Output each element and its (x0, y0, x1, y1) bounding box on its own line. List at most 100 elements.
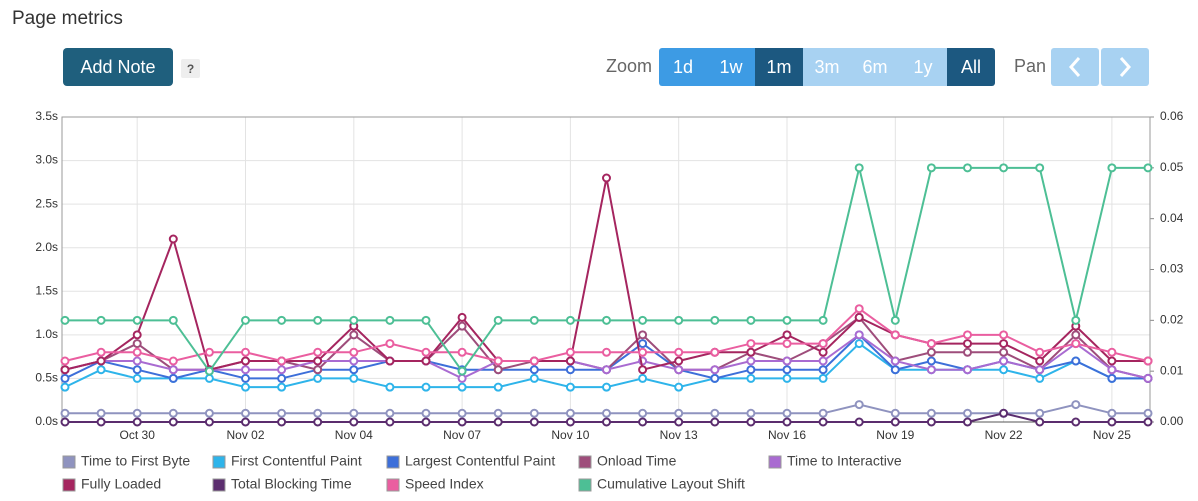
point (674, 408, 684, 418)
point (890, 356, 900, 366)
point (60, 417, 70, 427)
point (818, 365, 828, 375)
point (529, 315, 539, 325)
point (710, 315, 720, 325)
point (710, 373, 720, 383)
point (602, 417, 611, 427)
point (638, 347, 648, 357)
point (999, 408, 1009, 418)
legend-label: First Contentful Paint (231, 453, 362, 469)
point (132, 330, 142, 340)
series-line (64, 316, 1149, 380)
point (168, 373, 178, 383)
point (385, 356, 395, 366)
point (746, 408, 756, 418)
point (782, 373, 792, 383)
point (349, 408, 359, 418)
y-tick-label: 3.0s (35, 153, 58, 167)
point (1107, 365, 1117, 375)
plot-frame (61, 116, 1151, 423)
legend-label: Largest Contentful Paint (405, 453, 555, 469)
point (1107, 356, 1117, 366)
point (1035, 347, 1045, 357)
point (457, 382, 467, 392)
point (746, 339, 756, 349)
point (529, 365, 539, 375)
help-button[interactable]: ? (181, 59, 200, 78)
series-line (64, 342, 1148, 389)
point (313, 347, 323, 357)
point (168, 365, 178, 375)
point (674, 382, 684, 392)
point (385, 339, 395, 349)
point (168, 234, 178, 244)
zoom-button[interactable]: 1y (899, 48, 947, 86)
point (96, 365, 106, 375)
y-tick-label: 1.5s (35, 283, 58, 297)
point (602, 365, 611, 375)
point (1143, 373, 1153, 383)
point (96, 356, 106, 366)
zoom-button[interactable]: 1d (659, 48, 707, 86)
point (168, 408, 178, 418)
zoom-button[interactable]: 1m (755, 48, 803, 86)
point (1107, 408, 1117, 418)
zoom-button[interactable]: All (947, 48, 995, 86)
point (1107, 373, 1117, 383)
point (313, 408, 323, 418)
point (132, 339, 142, 349)
point (60, 315, 70, 325)
point (132, 373, 142, 383)
point (963, 365, 972, 375)
point (1143, 373, 1153, 383)
point (96, 347, 106, 357)
point (854, 330, 864, 340)
y2-tick-label: 0.00 (1160, 414, 1184, 428)
point (963, 408, 972, 418)
point (638, 408, 648, 418)
point (746, 356, 756, 366)
pan-right-button[interactable] (1101, 48, 1149, 86)
y2-tick-label: 0.04 (1160, 211, 1184, 225)
point (565, 417, 575, 427)
point (132, 347, 142, 357)
point (529, 373, 539, 383)
point (241, 382, 250, 392)
point (1035, 356, 1045, 366)
point (818, 339, 828, 349)
point (1035, 417, 1045, 427)
legend-swatch (578, 478, 592, 492)
zoom-button[interactable]: 3m (803, 48, 851, 86)
point (638, 330, 648, 340)
point (421, 356, 431, 366)
x-tick-label: Nov 13 (660, 428, 698, 442)
x-tick-label: Nov 22 (985, 428, 1023, 442)
legend-swatch (62, 478, 76, 492)
point (782, 356, 792, 366)
point (277, 356, 287, 366)
point (926, 417, 936, 427)
legend-label: Onload Time (597, 453, 677, 469)
x-tick-label: Nov 04 (335, 428, 373, 442)
point (602, 173, 611, 183)
add-note-button[interactable]: Add Note (63, 48, 173, 86)
zoom-label: Zoom (606, 56, 653, 76)
point (638, 365, 648, 375)
point (385, 356, 395, 366)
point (60, 365, 70, 375)
zoom-button[interactable]: 1w (707, 48, 755, 86)
pan-left-button[interactable] (1051, 48, 1099, 86)
point (782, 365, 792, 375)
point (60, 356, 70, 366)
point (1071, 321, 1081, 331)
point (204, 366, 214, 376)
point (241, 356, 250, 366)
point (746, 347, 756, 357)
point (854, 312, 864, 322)
point (890, 417, 900, 427)
point (565, 365, 575, 375)
point (999, 330, 1009, 340)
point (132, 417, 142, 427)
zoom-button[interactable]: 6m (851, 48, 899, 86)
point (999, 356, 1009, 366)
